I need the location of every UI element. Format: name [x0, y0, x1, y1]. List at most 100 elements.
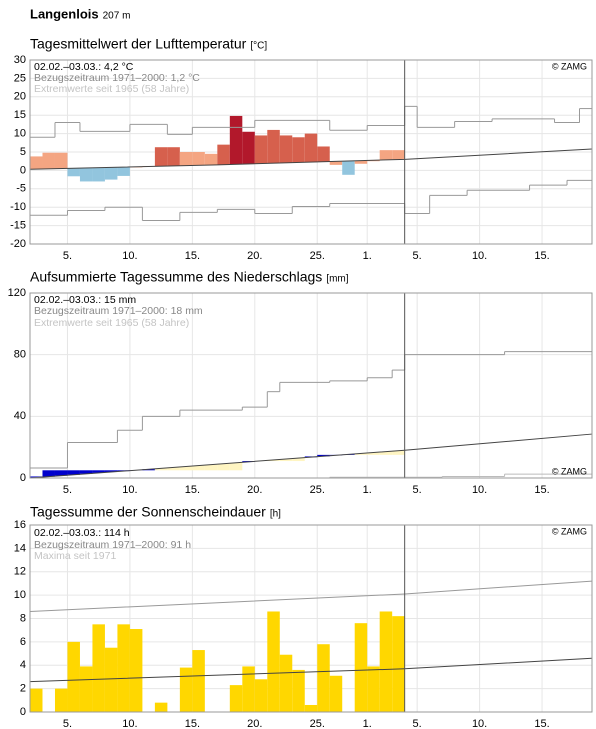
bar	[79, 666, 93, 712]
y-tick-label: -5	[16, 183, 26, 195]
plot-frame	[29, 59, 593, 245]
credit: © ZAMG	[552, 466, 587, 476]
x-tick-label: 15.	[534, 484, 549, 496]
x-tick-label: 15.	[185, 484, 200, 496]
bar	[267, 611, 280, 712]
x-tick-label: 20.	[247, 250, 262, 262]
bar	[329, 675, 343, 712]
plot-frame	[29, 292, 593, 479]
bar	[392, 450, 405, 455]
y-tick-label: -15	[10, 220, 26, 232]
x-tick-label: 25.	[310, 484, 325, 496]
x-tick-label: 15.	[185, 250, 200, 262]
bar	[392, 616, 405, 712]
legend-text: Bezugszeitraum 1971–2000: 1,2 °C	[34, 72, 200, 84]
bar	[67, 470, 80, 475]
bar	[192, 650, 205, 712]
bar	[379, 611, 393, 712]
bar	[317, 146, 330, 162]
bar	[30, 688, 43, 712]
x-tick-label: 10.	[472, 250, 487, 262]
y-tick-label: 25	[14, 72, 26, 84]
bar	[192, 152, 205, 166]
bar	[392, 150, 405, 160]
bar	[267, 459, 280, 462]
bar	[229, 685, 243, 712]
bar	[92, 470, 105, 473]
bar	[279, 135, 293, 163]
y-tick-label: -10	[10, 201, 26, 213]
y-tick-label: 6	[20, 636, 26, 648]
bar	[354, 453, 368, 455]
y-tick-label: 15	[14, 109, 26, 121]
y-tick-label: 16	[14, 519, 26, 531]
bar	[104, 167, 118, 180]
bar	[179, 466, 193, 471]
x-tick-label: 1.	[363, 250, 372, 262]
y-tick-label: 30	[14, 54, 26, 66]
bar	[154, 702, 168, 712]
chart-title: Tagessumme der Sonnenscheindauer	[30, 504, 266, 520]
y-tick-label: 80	[14, 349, 26, 361]
x-tick-label: 15.	[534, 718, 549, 729]
bar	[54, 470, 68, 476]
plot-area	[30, 293, 592, 478]
chart-title: Aufsummierte Tagessumme des Niederschlag…	[30, 269, 322, 285]
y-tick-label: 4	[20, 659, 26, 671]
bar	[104, 647, 118, 712]
bar	[229, 115, 243, 165]
bar	[67, 168, 80, 177]
y-tick-label: 20	[14, 91, 26, 103]
bar	[217, 144, 230, 165]
bar	[129, 629, 143, 712]
unit-label: [mm]	[326, 274, 348, 285]
legend-text: 02.02.–03.03.: 114 h	[34, 527, 130, 539]
x-tick-label: 5.	[413, 484, 422, 496]
x-tick-label: 5.	[413, 718, 422, 729]
x-tick-label: 15.	[185, 718, 200, 729]
bar	[54, 152, 68, 169]
bar	[304, 704, 318, 712]
bar	[104, 470, 118, 472]
bar	[379, 451, 393, 455]
bar	[254, 679, 268, 712]
y-tick-label: 0	[20, 472, 26, 484]
bar	[67, 641, 80, 712]
bar	[167, 467, 180, 471]
x-tick-label: 5.	[63, 250, 72, 262]
bar	[204, 153, 218, 166]
bar	[367, 452, 380, 455]
bar	[204, 464, 218, 471]
bar	[379, 150, 393, 160]
y-tick-label: 120	[8, 287, 26, 299]
legend-text: 02.02.–03.03.: 4,2 °C	[34, 61, 134, 73]
bar	[117, 167, 130, 176]
bar	[179, 667, 193, 712]
bar	[229, 462, 243, 471]
bar	[342, 161, 355, 175]
bar	[254, 135, 268, 164]
bar	[317, 454, 330, 457]
legend-text: Bezugszeitraum 1971–2000: 18 mm	[34, 305, 203, 317]
legend-text: Extremwerte seit 1965 (58 Jahre)	[34, 83, 189, 95]
y-tick-label: 0	[20, 706, 26, 718]
plot-frame	[29, 524, 593, 713]
x-tick-label: 5.	[63, 484, 72, 496]
normal-line	[29, 148, 593, 170]
x-tick-label: 20.	[247, 718, 262, 729]
x-tick-label: 25.	[310, 250, 325, 262]
bar	[154, 147, 168, 167]
x-tick-label: 5.	[63, 718, 72, 729]
bar	[317, 644, 330, 712]
bar	[42, 470, 55, 477]
bar	[242, 131, 255, 164]
bar	[354, 623, 368, 712]
bar	[54, 688, 68, 712]
y-tick-label: 2	[20, 683, 26, 695]
bar	[142, 469, 155, 471]
station-name: Langenlois	[30, 6, 99, 21]
bar	[42, 152, 55, 169]
credit: © ZAMG	[552, 526, 587, 536]
y-tick-label: 5	[20, 146, 26, 158]
bar	[292, 458, 305, 462]
